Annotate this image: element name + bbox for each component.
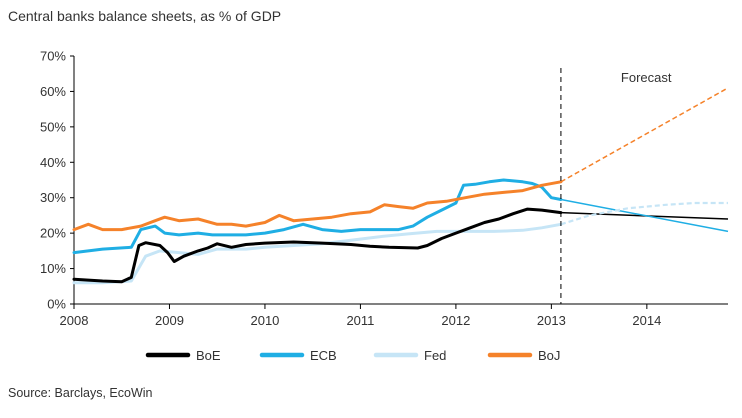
legend-label-fed: Fed bbox=[424, 348, 446, 363]
source-note: Source: Barclays, EcoWin bbox=[8, 386, 153, 400]
axes: 0% 10% 20% 30% 40% 50% 60% 70% 2008 2009 2010 2011 2… bbox=[40, 49, 728, 328]
legend: BoE ECB Fed BoJ bbox=[145, 348, 560, 363]
series-line-boj bbox=[72, 180, 563, 232]
chart-title: Central banks balance sheets, as % of GD… bbox=[8, 8, 282, 24]
x-tick-label: 2010 bbox=[250, 313, 279, 328]
series-line-boe bbox=[72, 207, 563, 284]
forecast-layer bbox=[560, 87, 729, 233]
y-tick-label: 30% bbox=[40, 190, 66, 205]
forecast-annotation: Forecast bbox=[621, 70, 672, 85]
y-tick-label: 60% bbox=[40, 84, 66, 99]
forecast-line-fed bbox=[560, 201, 728, 226]
forecast-line-boj bbox=[560, 87, 729, 183]
y-tick-label: 40% bbox=[40, 155, 66, 170]
x-tick-label: 2012 bbox=[441, 313, 470, 328]
y-tick-label: 10% bbox=[40, 261, 66, 276]
series-line-ecb bbox=[72, 178, 563, 255]
x-tick-label: 2009 bbox=[155, 313, 184, 328]
y-tick-label: 50% bbox=[40, 119, 66, 134]
legend-label-ecb: ECB bbox=[310, 348, 337, 363]
legend-label-boe: BoE bbox=[196, 348, 221, 363]
series-line-fed bbox=[72, 222, 563, 285]
y-tick-label: 20% bbox=[40, 226, 66, 241]
x-tick-label: 2013 bbox=[537, 313, 566, 328]
forecast-line-ecb bbox=[560, 198, 729, 233]
y-tick-label: 0% bbox=[47, 297, 66, 312]
x-tick-label: 2014 bbox=[632, 313, 661, 328]
x-tick-label: 2008 bbox=[60, 313, 89, 328]
x-tick-label: 2011 bbox=[346, 313, 374, 328]
series-layer bbox=[72, 178, 563, 285]
legend-label-boj: BoJ bbox=[538, 348, 560, 363]
y-tick-label: 70% bbox=[40, 49, 66, 64]
